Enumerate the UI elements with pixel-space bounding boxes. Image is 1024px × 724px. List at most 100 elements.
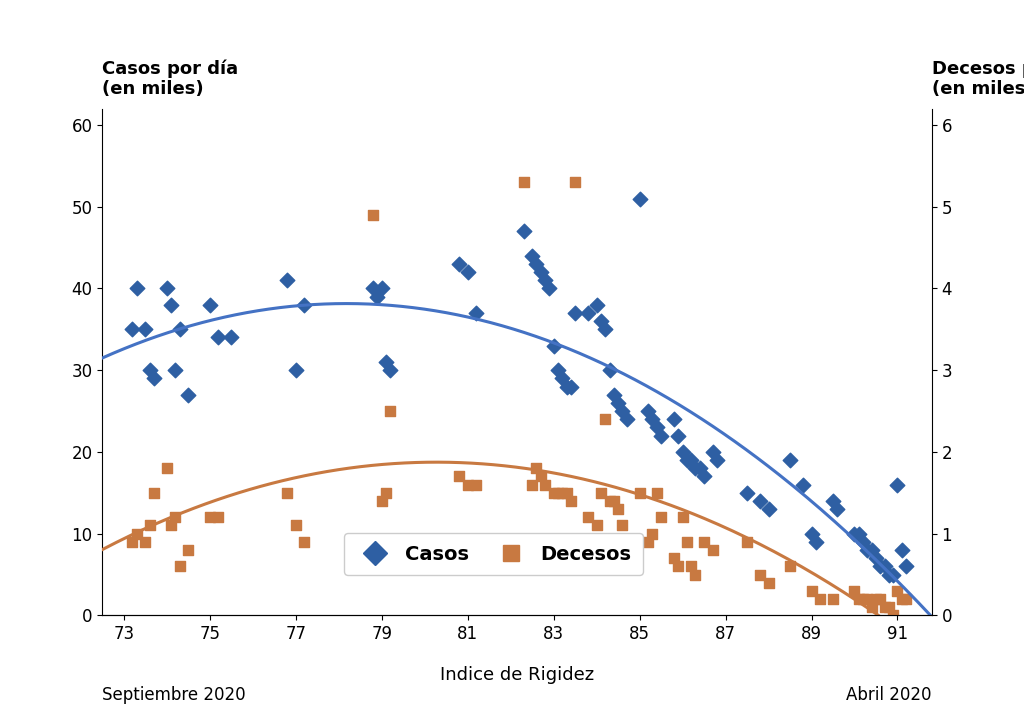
Decesos bbox=[851, 593, 867, 605]
Decesos bbox=[532, 471, 549, 482]
Casos bbox=[159, 282, 175, 294]
Casos bbox=[846, 528, 862, 539]
Casos bbox=[872, 560, 889, 572]
Decesos bbox=[159, 463, 175, 474]
Decesos bbox=[863, 602, 880, 613]
Decesos bbox=[589, 520, 605, 531]
Casos bbox=[601, 364, 617, 376]
Casos bbox=[589, 299, 605, 311]
Casos bbox=[675, 446, 691, 458]
Decesos bbox=[524, 479, 541, 490]
Casos bbox=[562, 381, 579, 392]
Decesos bbox=[167, 512, 183, 523]
Casos bbox=[679, 454, 695, 466]
Casos bbox=[145, 373, 162, 384]
Casos bbox=[374, 282, 390, 294]
Casos bbox=[863, 544, 880, 556]
Casos bbox=[696, 471, 713, 482]
Decesos bbox=[640, 536, 656, 547]
Casos bbox=[468, 307, 484, 319]
Decesos bbox=[605, 495, 622, 507]
Casos bbox=[605, 389, 622, 400]
Decesos bbox=[129, 528, 145, 539]
Decesos bbox=[601, 495, 617, 507]
Text: Abril 2020: Abril 2020 bbox=[847, 686, 932, 704]
Casos bbox=[894, 544, 910, 556]
Decesos bbox=[782, 560, 799, 572]
Decesos bbox=[567, 177, 584, 188]
Decesos bbox=[546, 487, 562, 499]
Casos bbox=[141, 364, 158, 376]
Casos bbox=[687, 463, 703, 474]
Text: Casos por día
(en miles): Casos por día (en miles) bbox=[102, 59, 239, 98]
Casos bbox=[296, 299, 312, 311]
Decesos bbox=[141, 520, 158, 531]
Decesos bbox=[653, 512, 670, 523]
Casos bbox=[202, 299, 218, 311]
Decesos bbox=[705, 544, 721, 556]
Decesos bbox=[761, 577, 777, 589]
Text: Indice de Rigidez: Indice de Rigidez bbox=[440, 666, 594, 684]
Decesos bbox=[846, 585, 862, 597]
Casos bbox=[885, 569, 901, 581]
Casos bbox=[666, 413, 682, 425]
Decesos bbox=[885, 610, 901, 621]
Casos bbox=[460, 266, 476, 278]
Casos bbox=[705, 446, 721, 458]
Text: Decesos por día
(en miles): Decesos por día (en miles) bbox=[932, 59, 1024, 98]
Casos bbox=[550, 364, 566, 376]
Decesos bbox=[468, 479, 484, 490]
Decesos bbox=[288, 520, 304, 531]
Decesos bbox=[648, 487, 665, 499]
Casos bbox=[172, 324, 188, 335]
Casos bbox=[739, 487, 756, 499]
Decesos bbox=[172, 560, 188, 572]
Decesos bbox=[145, 487, 162, 499]
Decesos bbox=[867, 593, 884, 605]
Casos bbox=[632, 193, 648, 204]
Decesos bbox=[739, 536, 756, 547]
Decesos bbox=[296, 536, 312, 547]
Decesos bbox=[550, 487, 566, 499]
Decesos bbox=[202, 512, 218, 523]
Casos bbox=[855, 536, 871, 547]
Decesos bbox=[666, 552, 682, 564]
Casos bbox=[782, 454, 799, 466]
Decesos bbox=[210, 512, 226, 523]
Decesos bbox=[881, 602, 897, 613]
Decesos bbox=[137, 536, 154, 547]
Casos bbox=[829, 503, 846, 515]
Decesos bbox=[124, 536, 140, 547]
Casos bbox=[124, 324, 140, 335]
Legend: Casos, Decesos: Casos, Decesos bbox=[344, 533, 643, 576]
Casos bbox=[653, 430, 670, 442]
Casos bbox=[537, 274, 553, 286]
Casos bbox=[683, 454, 699, 466]
Decesos bbox=[610, 503, 627, 515]
Casos bbox=[593, 316, 609, 327]
Decesos bbox=[687, 569, 703, 581]
Decesos bbox=[528, 463, 545, 474]
Decesos bbox=[562, 495, 579, 507]
Casos bbox=[881, 569, 897, 581]
Decesos bbox=[898, 593, 914, 605]
Casos bbox=[614, 405, 631, 417]
Decesos bbox=[382, 405, 398, 417]
Casos bbox=[709, 454, 725, 466]
Casos bbox=[163, 299, 179, 311]
Decesos bbox=[614, 520, 631, 531]
Decesos bbox=[824, 593, 841, 605]
Casos bbox=[365, 282, 381, 294]
Casos bbox=[223, 332, 240, 343]
Decesos bbox=[859, 593, 876, 605]
Casos bbox=[180, 389, 197, 400]
Casos bbox=[515, 225, 531, 237]
Decesos bbox=[683, 560, 699, 572]
Casos bbox=[541, 282, 557, 294]
Casos bbox=[382, 364, 398, 376]
Casos bbox=[524, 250, 541, 261]
Casos bbox=[370, 291, 386, 303]
Decesos bbox=[632, 487, 648, 499]
Decesos bbox=[644, 528, 660, 539]
Casos bbox=[761, 503, 777, 515]
